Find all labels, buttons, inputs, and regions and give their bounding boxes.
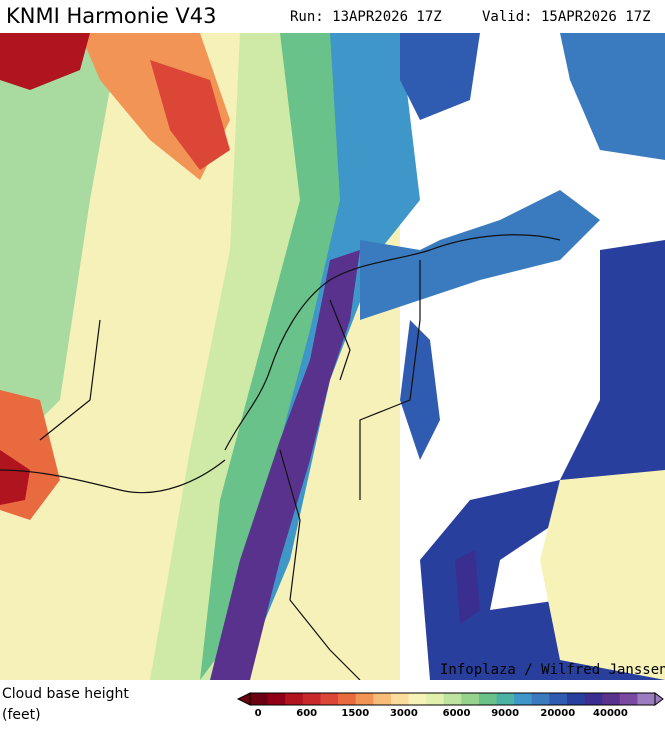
colorbar-swatch [637,693,656,705]
colorbar-tick-label: 600 [296,708,317,719]
colorbar-tick-label: 9000 [491,708,519,719]
colorbar-swatch [408,693,427,705]
map: Infoplaza / Wilfred Janssen [0,33,665,680]
colorbar-swatch [531,693,550,705]
colorbar-tick-label: 1500 [341,708,369,719]
colorbar-swatch [496,693,515,705]
colorbar-tick-label: 0 [255,708,262,719]
colorbar-tick-label: 6000 [443,708,471,719]
run-time: Run: 13APR2026 17Z [290,9,442,25]
colorbar-swatch [338,693,357,705]
title: KNMI Harmonie V43 [6,4,217,28]
colorbar-tick-label: 3000 [390,708,418,719]
colorbar-swatch [390,693,409,705]
colorbar-swatch [250,693,269,705]
colorbar-swatch [443,693,462,705]
colorbar-swatch [549,693,568,705]
colorbar-swatch [619,693,638,705]
colorbar-swatch [267,693,286,705]
colorbar-swatch [478,693,498,705]
colorbar: 0 600 1500 3000 6000 9000 20000 40000 [236,692,664,719]
colorbar-frame [249,692,656,706]
valid-time: Valid: 15APR2026 17Z [482,9,651,25]
colorbar-swatch [602,693,621,705]
colorbar-swatch [373,693,392,705]
colorbar-swatch [566,693,586,705]
colorbar-swatch [302,693,321,705]
legend-label: Cloud base height [2,686,129,702]
colorbar-swatch [355,693,374,705]
colorbar-swatch [514,693,533,705]
colorbar-swatch [461,693,480,705]
colorbar-tick-label: 40000 [593,708,628,719]
credit: Infoplaza / Wilfred Janssen [440,662,665,678]
colorbar-swatch [426,693,445,705]
colorbar-swatch [584,693,603,705]
colorbar-swatch [320,693,339,705]
legend: Cloud base height (feet) 0 600 1500 3000 600… [2,686,664,723]
legend-label-unit: (feet) [2,707,41,723]
colorbar-tick-label: 20000 [540,708,575,719]
colorbar-swatch [285,693,304,705]
